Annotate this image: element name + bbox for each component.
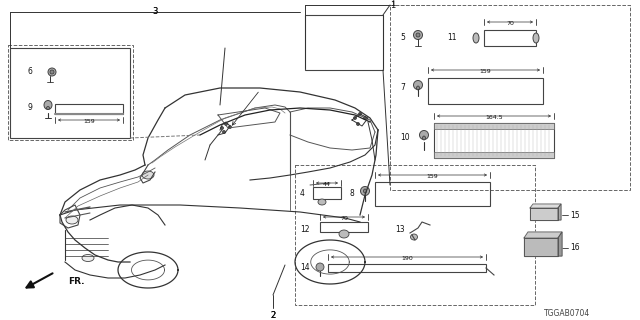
Bar: [434, 123, 554, 158]
Ellipse shape: [422, 136, 426, 140]
Text: 15: 15: [570, 211, 580, 220]
Text: 159: 159: [83, 119, 95, 124]
Text: 159: 159: [479, 69, 492, 74]
Text: 70: 70: [506, 21, 514, 26]
Polygon shape: [530, 208, 558, 220]
Bar: [390, 5, 630, 190]
Text: 4: 4: [300, 188, 305, 197]
Polygon shape: [558, 204, 561, 220]
Text: 12: 12: [300, 226, 310, 235]
Text: 159: 159: [427, 174, 438, 179]
Ellipse shape: [360, 187, 369, 196]
Ellipse shape: [50, 70, 54, 74]
Text: 164.5: 164.5: [485, 115, 503, 120]
Bar: [8, 45, 133, 140]
Ellipse shape: [419, 131, 429, 140]
Ellipse shape: [413, 30, 422, 39]
Ellipse shape: [339, 230, 349, 238]
Bar: [320, 222, 368, 232]
Text: 70: 70: [340, 216, 348, 221]
Bar: [55, 104, 123, 114]
Text: 2: 2: [270, 310, 276, 319]
Text: 13: 13: [395, 226, 404, 235]
Polygon shape: [530, 204, 561, 208]
Ellipse shape: [225, 123, 227, 125]
Bar: [484, 30, 536, 46]
Ellipse shape: [221, 126, 223, 130]
Text: FR.: FR.: [68, 277, 84, 286]
Bar: [428, 78, 543, 104]
Text: 16: 16: [570, 244, 580, 252]
Text: 190: 190: [401, 256, 413, 261]
Ellipse shape: [364, 116, 367, 119]
Ellipse shape: [228, 125, 232, 129]
Text: 14: 14: [300, 263, 310, 273]
Ellipse shape: [142, 171, 154, 179]
Ellipse shape: [410, 234, 417, 240]
Ellipse shape: [473, 33, 479, 43]
Ellipse shape: [318, 199, 326, 205]
Polygon shape: [558, 232, 562, 256]
Ellipse shape: [223, 131, 225, 133]
Ellipse shape: [417, 86, 419, 90]
Text: 3: 3: [152, 7, 157, 17]
Bar: [10, 48, 130, 138]
Polygon shape: [524, 232, 562, 238]
Ellipse shape: [82, 254, 94, 261]
Ellipse shape: [533, 33, 539, 43]
Ellipse shape: [47, 107, 49, 109]
Text: 1: 1: [390, 1, 396, 10]
Ellipse shape: [358, 113, 362, 116]
Text: 1: 1: [390, 0, 396, 7]
Text: 9: 9: [28, 103, 33, 113]
Text: 8: 8: [350, 188, 355, 197]
Ellipse shape: [416, 33, 420, 37]
Bar: [375, 182, 490, 206]
Ellipse shape: [364, 189, 367, 193]
Bar: [305, 15, 383, 70]
Text: 11: 11: [447, 34, 456, 43]
Bar: [434, 123, 554, 129]
Ellipse shape: [353, 116, 356, 119]
Text: 6: 6: [28, 68, 33, 76]
Polygon shape: [524, 238, 558, 256]
Bar: [295, 165, 535, 305]
Text: TGGAB0704: TGGAB0704: [544, 309, 590, 318]
Text: 2: 2: [270, 310, 276, 319]
Bar: [434, 152, 554, 158]
Text: 44: 44: [323, 182, 331, 187]
Text: 10: 10: [400, 133, 410, 142]
Ellipse shape: [66, 216, 78, 224]
Text: 2: 2: [270, 310, 276, 319]
Ellipse shape: [356, 123, 360, 125]
Ellipse shape: [44, 100, 52, 109]
Text: 5: 5: [400, 34, 405, 43]
Ellipse shape: [413, 81, 422, 90]
Text: 7: 7: [400, 84, 405, 92]
Ellipse shape: [48, 68, 56, 76]
Ellipse shape: [316, 263, 324, 271]
Bar: [313, 187, 341, 199]
Text: 3: 3: [152, 7, 157, 17]
Bar: [328, 264, 486, 272]
